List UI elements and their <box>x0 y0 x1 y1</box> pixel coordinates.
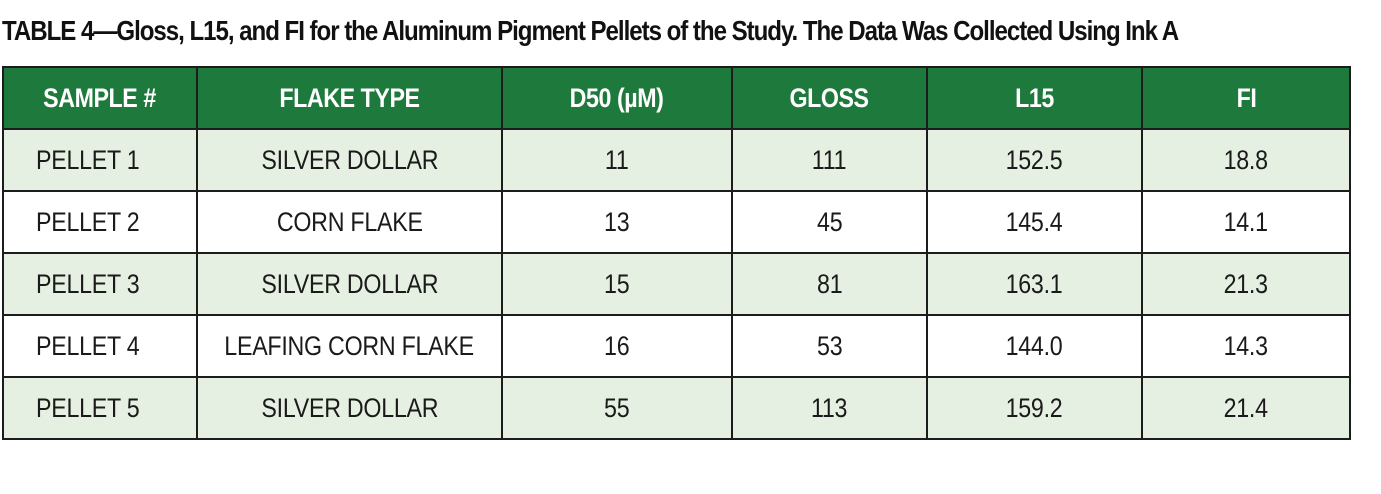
cell-flake-type: LEAFING CORN FLAKE <box>196 314 503 378</box>
header-l15: L15 <box>926 66 1143 130</box>
cell-fi: 21.4 <box>1141 376 1351 440</box>
header-sample: SAMPLE # <box>2 66 198 130</box>
header-fi: FI <box>1141 66 1351 130</box>
cell-gloss: 53 <box>731 314 928 378</box>
table-caption: TABLE 4—Gloss, L15, and FI for the Alumi… <box>2 15 1179 46</box>
table-row: PELLET 5 SILVER DOLLAR 55 113 159.2 21.4 <box>2 376 1351 440</box>
header-flake-type: FLAKE TYPE <box>196 66 503 130</box>
cell-d50: 16 <box>501 314 733 378</box>
cell-fi: 18.8 <box>1141 128 1351 192</box>
cell-d50: 11 <box>501 128 733 192</box>
cell-fi: 14.1 <box>1141 190 1351 254</box>
cell-sample: PELLET 5 <box>2 376 198 440</box>
cell-l15: 163.1 <box>926 252 1143 316</box>
cell-flake-type: SILVER DOLLAR <box>196 252 503 316</box>
table-row: PELLET 1 SILVER DOLLAR 11 111 152.5 18.8 <box>2 128 1351 192</box>
cell-d50: 15 <box>501 252 733 316</box>
cell-fi: 14.3 <box>1141 314 1351 378</box>
cell-fi: 21.3 <box>1141 252 1351 316</box>
cell-d50: 55 <box>501 376 733 440</box>
cell-flake-type: CORN FLAKE <box>196 190 503 254</box>
cell-d50: 13 <box>501 190 733 254</box>
header-d50: D50 (µM) <box>501 66 733 130</box>
data-table: SAMPLE # FLAKE TYPE D50 (µM) GLOSS L15 F… <box>2 66 1351 440</box>
cell-sample: PELLET 3 <box>2 252 198 316</box>
cell-gloss: 111 <box>731 128 928 192</box>
table-row: PELLET 3 SILVER DOLLAR 15 81 163.1 21.3 <box>2 252 1351 316</box>
cell-flake-type: SILVER DOLLAR <box>196 376 503 440</box>
cell-l15: 144.0 <box>926 314 1143 378</box>
cell-l15: 152.5 <box>926 128 1143 192</box>
cell-sample: PELLET 2 <box>2 190 198 254</box>
cell-l15: 145.4 <box>926 190 1143 254</box>
cell-l15: 159.2 <box>926 376 1143 440</box>
cell-gloss: 113 <box>731 376 928 440</box>
header-gloss: GLOSS <box>731 66 928 130</box>
cell-gloss: 81 <box>731 252 928 316</box>
cell-gloss: 45 <box>731 190 928 254</box>
table-row: PELLET 2 CORN FLAKE 13 45 145.4 14.1 <box>2 190 1351 254</box>
cell-sample: PELLET 4 <box>2 314 198 378</box>
cell-sample: PELLET 1 <box>2 128 198 192</box>
table-row: PELLET 4 LEAFING CORN FLAKE 16 53 144.0 … <box>2 314 1351 378</box>
table-header-row: SAMPLE # FLAKE TYPE D50 (µM) GLOSS L15 F… <box>2 66 1351 130</box>
cell-flake-type: SILVER DOLLAR <box>196 128 503 192</box>
